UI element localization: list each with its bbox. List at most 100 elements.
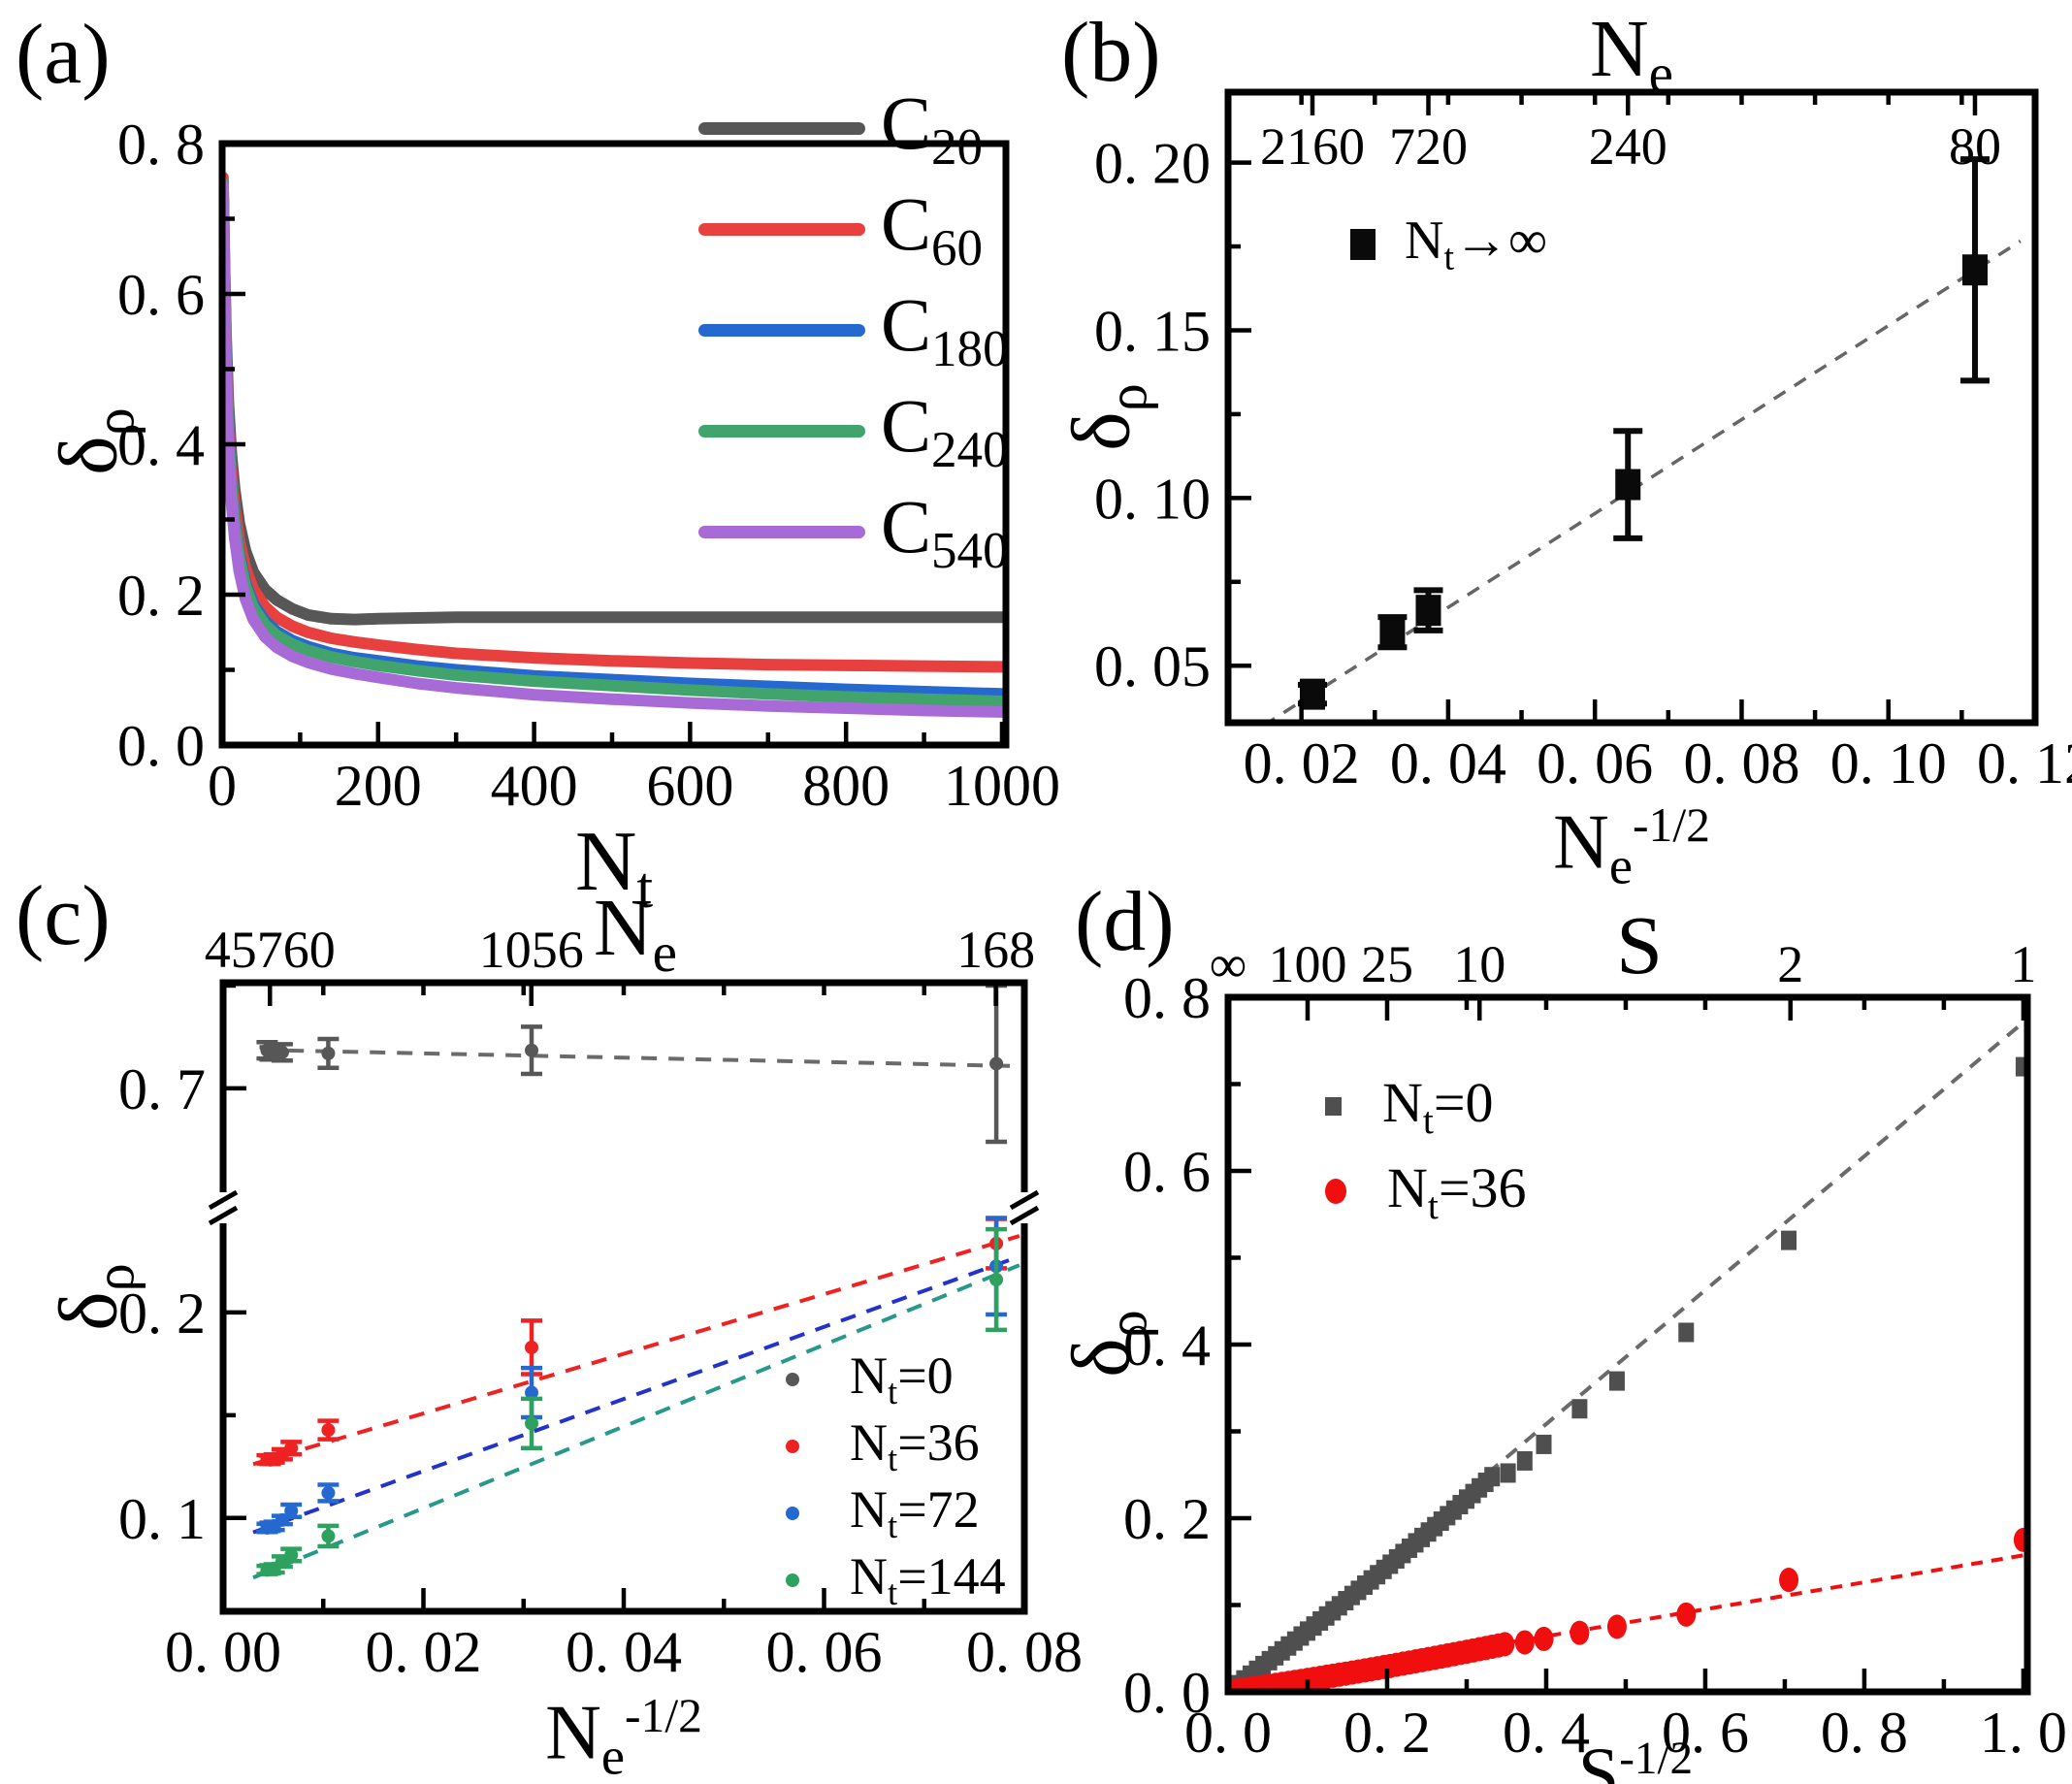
- panel-b-ylabel-sub: ρ: [1095, 383, 1159, 412]
- svg-text:0. 0: 0. 0: [1123, 1661, 1211, 1725]
- panel-b-axis-bottom: 0. 02 0. 04 0. 06 0. 08 0. 10 0. 12: [1225, 699, 2072, 795]
- legend-item-a-3: C240: [698, 380, 1009, 481]
- svg-text:1. 0: 1. 0: [1980, 1701, 2067, 1765]
- legend-label-base: N: [1387, 1155, 1428, 1219]
- svg-text:0. 2: 0. 2: [1123, 1487, 1211, 1551]
- panel-b-xlabel-sup: -1/2: [1633, 798, 1710, 852]
- svg-text:0. 06: 0. 06: [1537, 731, 1653, 795]
- panel-a-axis-bottom: 0 200 400 600 800 1000: [208, 722, 1060, 818]
- legend-label-sub: t: [888, 1372, 898, 1412]
- panel-d-axis-left: 0. 0 0. 2 0. 4 0. 6 0. 8: [1123, 966, 1251, 1725]
- panel-b-top-title-sub: e: [1648, 44, 1674, 106]
- legend-marker-dot: [786, 1506, 799, 1520]
- legend-marker-line: [698, 525, 865, 538]
- panel-b-series: [1263, 156, 2022, 724]
- legend-text: Nt=36: [850, 1412, 980, 1479]
- legend-label-base: C: [881, 181, 932, 267]
- legend-label-base: N: [850, 1413, 888, 1472]
- series-a-C_540: [221, 178, 1007, 718]
- panel-a-ylabel: δρ: [40, 407, 147, 475]
- legend-label-sub: 60: [931, 219, 984, 276]
- svg-text:0. 15: 0. 15: [1094, 299, 1211, 363]
- legend-item-a-0: C20: [698, 78, 1009, 178]
- panel-a-ylabel-base: δ: [41, 436, 135, 475]
- panel-a-xlabel: Nt: [575, 813, 653, 922]
- legend-label-eq: =36: [897, 1413, 980, 1472]
- series-c-fit_Nt0: [261, 1048, 1020, 1069]
- legend-item-a-1: C60: [698, 178, 1009, 279]
- svg-text:0. 6: 0. 6: [1123, 1140, 1211, 1204]
- panel-c-chart: 0. 00 0. 02 0. 04 0. 06 0. 08 0. 1 0. 2 0. 7 457…: [118, 921, 1083, 1684]
- svg-text:1056: 1056: [479, 921, 584, 979]
- legend-label-sub: 540: [931, 522, 1009, 579]
- panel-d-xlabel: S-1/2: [1578, 1733, 1693, 1784]
- panel-b-label: (b): [1061, 6, 1161, 100]
- svg-text:10: 10: [1453, 935, 1505, 993]
- panel-b-axis-left: 0. 05 0. 10 0. 15 0. 20: [1094, 132, 1251, 698]
- legend-marker-circle: [1325, 1179, 1346, 1204]
- panel-a-chart: 0 200 400 600 800 1000 0. 0 0. 2 0. 4 0. 6 0. 8: [117, 113, 1060, 818]
- svg-text:800: 800: [802, 754, 890, 818]
- svg-text:0. 8: 0. 8: [117, 113, 205, 177]
- legend-item-c-3: Nt=144: [786, 1546, 1006, 1613]
- legend-text: Nt=0: [850, 1346, 954, 1412]
- panel-b-xlabel-sub: e: [1608, 836, 1634, 895]
- legend-text: Nt=72: [850, 1479, 980, 1546]
- legend-item-a-2: C180: [698, 279, 1009, 380]
- svg-text:0. 20: 0. 20: [1094, 132, 1211, 196]
- legend-label-base: N: [850, 1547, 888, 1606]
- legend-label-eq: =0: [897, 1346, 954, 1405]
- series-d-fit_Nt36: [1227, 1552, 2028, 1693]
- series-c-fit_Nt144: [252, 1263, 1020, 1580]
- panel-c-xlabel-sup: -1/2: [625, 1689, 702, 1742]
- series-c-Nt144: [256, 1226, 1008, 1577]
- legend-label-base: N: [850, 1346, 888, 1405]
- series-d-Nt0_sparse: [1500, 1056, 2028, 1483]
- svg-text:0. 02: 0. 02: [366, 1620, 482, 1684]
- legend-marker-dot: [786, 1439, 799, 1453]
- svg-text:∞: ∞: [1210, 935, 1247, 993]
- svg-text:0. 05: 0. 05: [1094, 634, 1211, 698]
- panel-b-ylabel-base: δ: [1053, 411, 1148, 451]
- panel-c-label: (c): [16, 869, 111, 963]
- panel-a-legend: C20 C60 C180 C240 C540: [698, 78, 1009, 582]
- legend-marker-square: [1325, 1096, 1342, 1116]
- legend-label-eq: =144: [897, 1547, 1006, 1606]
- series-b-Nt_inf: [1297, 156, 1990, 710]
- panel-c-legend: Nt=0 Nt=36 Nt=72 Nt=144: [786, 1346, 1006, 1613]
- legend-marker-square: [1350, 229, 1376, 260]
- svg-text:45760: 45760: [205, 921, 336, 979]
- svg-text:0. 08: 0. 08: [966, 1620, 1083, 1684]
- legend-marker-dot: [786, 1573, 799, 1587]
- panel-b-spines: [1224, 88, 2039, 727]
- legend-text: C60: [881, 180, 983, 277]
- panel-d-ylabel-base: δ: [1053, 1338, 1148, 1378]
- legend-item-d-1: Nt=36: [1325, 1149, 1527, 1234]
- svg-text:0. 00: 0. 00: [165, 1620, 281, 1684]
- svg-text:0. 2: 0. 2: [1344, 1701, 1431, 1765]
- legend-label-eq: =0: [1433, 1070, 1494, 1134]
- legend-text: Nt=144: [850, 1546, 1006, 1613]
- panel-d-ylabel: δρ: [1052, 1310, 1160, 1378]
- panel-a-series: [221, 171, 1007, 718]
- svg-text:0. 2: 0. 2: [117, 564, 205, 628]
- legend-label-base: C: [881, 383, 932, 469]
- legend-text: C20: [881, 80, 983, 177]
- panel-b-chart: 0. 02 0. 04 0. 06 0. 08 0. 10 0. 12 0. 05 0. 10…: [1094, 88, 2072, 795]
- svg-text:0. 6: 0. 6: [1662, 1701, 1749, 1765]
- legend-label-base: N: [1405, 211, 1444, 272]
- legend-item-d-0: Nt=0: [1325, 1063, 1527, 1149]
- svg-text:0. 04: 0. 04: [1390, 731, 1506, 795]
- svg-text:100: 100: [1268, 935, 1346, 993]
- panel-b-legend: Nt→∞: [1350, 211, 1547, 278]
- legend-label-sub: t: [1422, 1098, 1434, 1142]
- panel-b-xlabel-base: N: [1553, 799, 1609, 886]
- svg-text:0. 7: 0. 7: [118, 1057, 206, 1121]
- svg-text:2: 2: [1777, 935, 1803, 993]
- legend-marker-line: [698, 323, 865, 337]
- svg-text:80: 80: [1949, 117, 2001, 176]
- legend-text: Nt→∞: [1405, 210, 1547, 278]
- svg-text:200: 200: [335, 754, 422, 818]
